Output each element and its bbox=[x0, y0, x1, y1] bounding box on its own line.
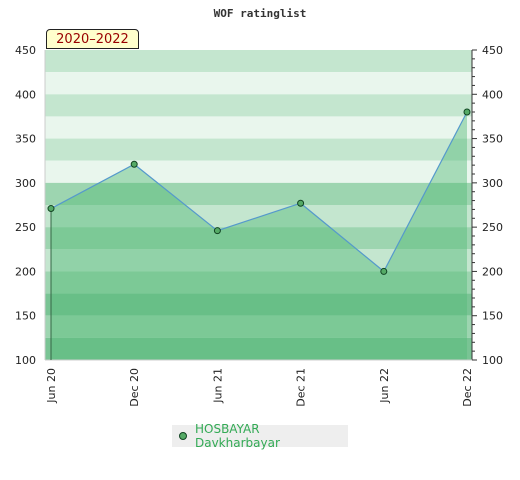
background-band bbox=[45, 160, 472, 183]
y-tick-label-left: 350 bbox=[15, 133, 36, 146]
rating-area-fill bbox=[51, 112, 467, 360]
background-band bbox=[45, 138, 472, 161]
background-bands bbox=[45, 50, 472, 360]
y-tick-label-right: 100 bbox=[482, 354, 503, 367]
y-tick-label-right: 250 bbox=[482, 221, 503, 234]
x-tick-label: Dec 21 bbox=[295, 368, 308, 407]
background-band bbox=[45, 271, 472, 294]
y-tick-label-right: 200 bbox=[482, 265, 503, 278]
y-axis-right: 100 150 200 250 300 350 400 450 bbox=[472, 44, 503, 367]
background-band bbox=[45, 205, 472, 228]
y-tick-label-left: 300 bbox=[15, 177, 36, 190]
x-axis: Jun 20 Dec 20 Jun 21 Dec 21 Jun 22 Dec 22 bbox=[45, 368, 474, 407]
y-tick-label-left: 150 bbox=[15, 310, 36, 323]
y-tick-label-right: 400 bbox=[482, 88, 503, 101]
rating-area bbox=[51, 112, 467, 360]
data-point bbox=[380, 267, 388, 275]
chart-title: WOF ratinglist bbox=[214, 7, 307, 20]
data-point bbox=[130, 160, 138, 168]
rating-line bbox=[50, 111, 468, 273]
x-tick-label: Jun 21 bbox=[211, 368, 224, 404]
data-point bbox=[47, 205, 55, 213]
y-tick-label-right: 350 bbox=[482, 133, 503, 146]
background-band bbox=[45, 116, 472, 139]
background-band bbox=[45, 227, 472, 250]
x-tick-label: Dec 22 bbox=[461, 368, 474, 407]
y-tick-label-right: 450 bbox=[482, 44, 503, 57]
x-tick-label: Jun 20 bbox=[45, 368, 58, 404]
data-point bbox=[213, 227, 221, 235]
background-band bbox=[45, 50, 472, 73]
legend-marker-icon bbox=[179, 432, 187, 440]
y-tick-label-left: 400 bbox=[15, 88, 36, 101]
data-points bbox=[47, 108, 471, 275]
rating-line-path bbox=[50, 111, 468, 273]
y-axis-left: 100 150 200 250 300 350 400 450 bbox=[15, 44, 36, 367]
y-tick-label-left: 250 bbox=[15, 221, 36, 234]
axes bbox=[44, 50, 473, 361]
x-tick-label: Jun 22 bbox=[378, 368, 391, 404]
data-point bbox=[297, 199, 305, 207]
data-point bbox=[463, 108, 471, 116]
y-tick-label-left: 200 bbox=[15, 265, 36, 278]
background-band bbox=[45, 337, 472, 360]
background-band bbox=[45, 182, 472, 205]
legend[interactable]: HOSBAYAR Davkharbayar bbox=[172, 422, 348, 450]
y-tick-label-left: 450 bbox=[15, 44, 36, 57]
background-band bbox=[45, 94, 472, 117]
period-badge: 2020–2022 bbox=[46, 29, 139, 49]
background-band bbox=[45, 315, 472, 338]
background-band bbox=[45, 293, 472, 316]
y-tick-label-right: 300 bbox=[482, 177, 503, 190]
y-tick-label-right: 150 bbox=[482, 310, 503, 323]
x-tick-label: Dec 20 bbox=[128, 368, 141, 407]
y-tick-label-left: 100 bbox=[15, 354, 36, 367]
background-band bbox=[45, 249, 472, 272]
legend-series-name: HOSBAYAR Davkharbayar bbox=[194, 422, 280, 450]
background-band bbox=[45, 72, 472, 95]
